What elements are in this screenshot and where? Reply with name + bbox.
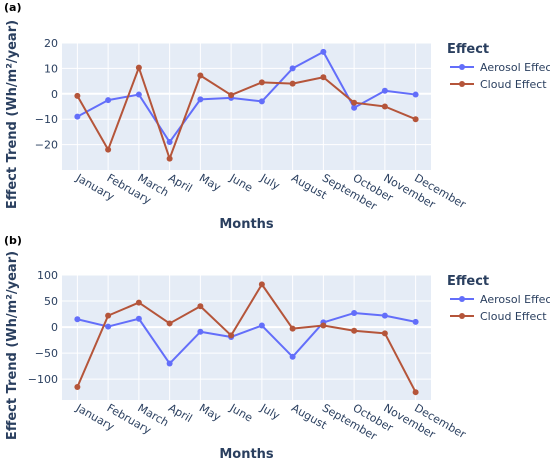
aerosol-series-line [76, 50, 416, 144]
y-tick-label: 50 [44, 295, 58, 308]
y-axis-title: Effect Trend (Wh/m²/year) [5, 251, 20, 440]
cloud-data-point [381, 103, 388, 110]
legend-swatch-marker [459, 296, 465, 302]
x-tick-label: July [258, 171, 283, 193]
legend-swatch-marker [459, 64, 465, 70]
legend-entry-cloud: Cloud Effect [480, 310, 547, 323]
x-tick-label: April [166, 171, 194, 195]
legend-title: Effect [447, 274, 489, 289]
cloud-data-point [381, 330, 388, 337]
cloud-data-point [289, 80, 296, 87]
cloud-data-point [228, 92, 235, 99]
y-tick-label: 10 [44, 62, 58, 75]
cloud-data-point [258, 281, 265, 288]
y-tick-label: 100 [37, 269, 58, 282]
aerosol-data-point [135, 91, 142, 98]
aerosol-data-point [412, 318, 419, 325]
panel-label: (b) [4, 234, 22, 247]
y-tick-label: −50 [35, 347, 58, 360]
aerosol-data-point [412, 91, 419, 98]
legend-entry-aerosol: Aerosol Effect [480, 61, 550, 74]
cloud-data-point [74, 92, 81, 99]
x-tick-label: June [227, 171, 255, 195]
cloud-data-point [105, 312, 112, 319]
legend-entry-aerosol: Aerosol Effect [480, 293, 550, 306]
cloud-data-point [258, 79, 265, 86]
cloud-data-point [320, 74, 327, 81]
cloud-data-point [412, 389, 419, 396]
aerosol-data-point [351, 104, 358, 111]
x-tick-label: July [258, 401, 283, 423]
legend-swatch-marker [459, 81, 465, 87]
x-tick-label: May [197, 401, 224, 424]
cloud-data-point [289, 325, 296, 332]
cloud-data-point [166, 155, 173, 162]
cloud-data-point [105, 146, 112, 153]
legend-title: Effect [447, 42, 489, 57]
plot-area [62, 43, 431, 170]
y-tick-label: 0 [51, 321, 58, 334]
x-tick-label: June [227, 401, 255, 425]
aerosol-data-point [197, 328, 204, 335]
y-tick-label: −10 [35, 113, 58, 126]
legend-entry-cloud: Cloud Effect [480, 78, 547, 91]
aerosol-data-point [74, 316, 81, 323]
cloud-data-point [412, 116, 419, 123]
cloud-data-point [197, 72, 204, 79]
aerosol-series-line [77, 312, 416, 365]
cloud-data-point [135, 64, 142, 71]
legend-swatch-marker [459, 313, 465, 319]
y-tick-label: −100 [28, 373, 58, 386]
x-tick-label: April [166, 401, 194, 425]
plot-area [62, 275, 431, 400]
chart-panel-b: (b)100500−50−100JanuaryFebruaryMarchApri… [4, 234, 550, 461]
aerosol-data-point [258, 98, 265, 105]
cloud-data-point [74, 383, 81, 390]
aerosol-data-point [381, 87, 388, 94]
cloud-data-point [166, 320, 173, 327]
aerosol-data-point [289, 353, 296, 360]
aerosol-data-point [381, 312, 388, 319]
aerosol-data-point [258, 322, 265, 329]
panel-label: (a) [4, 1, 21, 14]
y-tick-label: 20 [44, 37, 58, 50]
y-tick-label: −20 [35, 139, 58, 152]
x-axis-title: Months [219, 217, 274, 232]
aerosol-data-point [197, 96, 204, 103]
aerosol-data-point [74, 113, 81, 120]
aerosol-data-point [351, 310, 358, 317]
cloud-series-line [76, 66, 417, 160]
aerosol-data-point [105, 323, 112, 330]
cloud-data-point [228, 332, 235, 339]
cloud-data-point [351, 99, 358, 106]
aerosol-data-point [166, 139, 173, 146]
cloud-data-point [135, 299, 142, 306]
y-tick-label: 0 [51, 88, 58, 101]
cloud-data-point [197, 303, 204, 310]
cloud-series-line [76, 283, 417, 393]
cloud-data-point [351, 327, 358, 334]
x-tick-label: May [197, 171, 224, 194]
aerosol-data-point [320, 48, 327, 55]
aerosol-data-point [289, 65, 296, 72]
aerosol-data-point [105, 97, 112, 104]
y-axis-title: Effect Trend (Wh/m²/year) [5, 20, 20, 209]
x-axis-title: Months [219, 447, 274, 461]
aerosol-data-point [135, 315, 142, 322]
aerosol-data-point [166, 360, 173, 367]
cloud-data-point [320, 322, 327, 329]
